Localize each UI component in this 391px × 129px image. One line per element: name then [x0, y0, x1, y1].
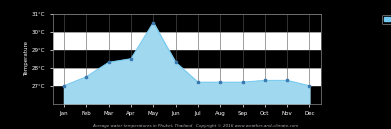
Bar — [53, 86, 321, 104]
Bar — [53, 68, 321, 86]
Text: Average water temperatures in Phuket, Thailand   Copyright © 2016 www.weather-an: Average water temperatures in Phuket, Th… — [92, 124, 299, 128]
Bar — [53, 32, 321, 50]
Bar — [53, 50, 321, 68]
Legend: Water temp: Water temp — [382, 15, 391, 24]
Y-axis label: Temperature: Temperature — [24, 41, 29, 76]
Bar — [53, 14, 321, 32]
